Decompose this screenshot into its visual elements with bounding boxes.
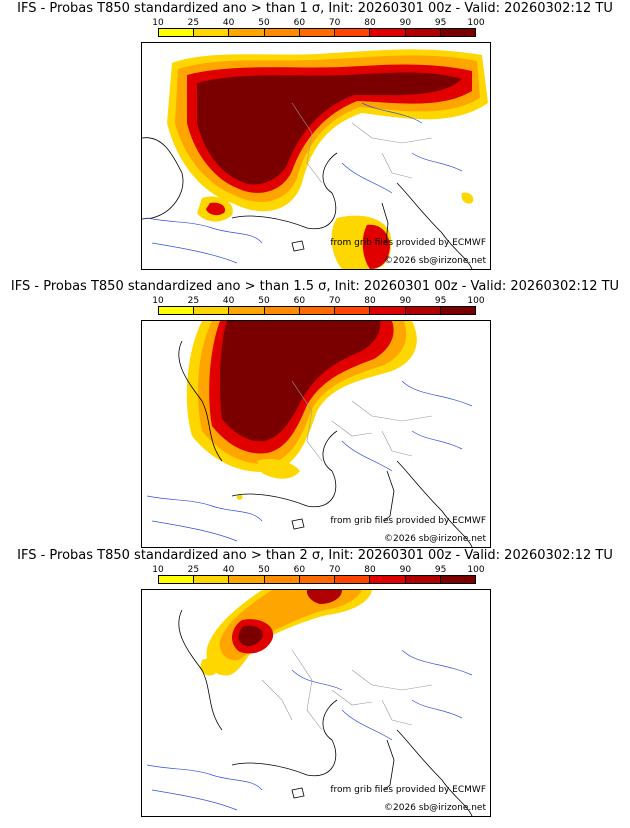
prob-fields	[167, 49, 488, 269]
map-3: from grib files provided by ECMWF ©2026 …	[141, 589, 491, 817]
colorbar-segment	[439, 576, 475, 583]
colorbar-tick-label: 90	[399, 296, 412, 306]
colorbar-tick-label: 50	[258, 296, 270, 306]
colorbar-tick-label: 90	[399, 18, 412, 28]
colorbar-tick-label: 100	[467, 296, 485, 306]
map-svg	[146, 321, 473, 547]
panel-title: IFS - Probas T850 standardized ano > tha…	[17, 1, 613, 16]
map-svg	[142, 49, 488, 269]
colorbar-segment	[298, 29, 335, 36]
colorbar-segment	[404, 576, 440, 583]
colorbar-segment	[298, 307, 335, 314]
colorbar-segment	[159, 29, 194, 36]
colorbar-segment	[159, 307, 194, 314]
coastlines	[142, 137, 473, 269]
colorbar-bar	[158, 28, 476, 37]
colorbar-segment	[334, 29, 370, 36]
colorbar-bar	[158, 575, 476, 584]
colorbar-segment	[263, 576, 299, 583]
colorbar-tick-label: 10	[152, 18, 164, 28]
colorbar: 10 25 40 50 60 70 80 90 95 100	[152, 18, 485, 40]
borders	[291, 102, 433, 184]
colorbar-tick-label: 40	[222, 565, 235, 575]
colorbar-tick-label: 60	[293, 296, 306, 306]
colorbar-tick-label: 60	[293, 18, 306, 28]
colorbar-segment	[193, 307, 229, 314]
panel-2: IFS - Probas T850 standardized ano > tha…	[0, 278, 630, 548]
colorbar-tick-label: 60	[293, 565, 306, 575]
colorbar-segment	[369, 29, 405, 36]
colorbar-tick-label: 40	[222, 18, 235, 28]
colorbar-tick-label: 80	[364, 565, 376, 575]
rivers	[146, 649, 473, 811]
colorbar-segment	[369, 576, 405, 583]
coastlines	[178, 609, 473, 816]
colorbar-segment	[439, 307, 475, 314]
rivers	[146, 102, 463, 264]
colorbar-tick-label: 100	[467, 18, 485, 28]
borders	[291, 380, 433, 462]
colorbar-tick-label: 50	[258, 565, 270, 575]
colorbar-segment	[404, 29, 440, 36]
colorbar-tick-label: 10	[152, 565, 164, 575]
colorbar-tick-label: 25	[187, 296, 200, 306]
colorbar-segment	[228, 29, 264, 36]
map-2: from grib files provided by ECMWF ©2026 …	[141, 320, 491, 548]
panel-title: IFS - Probas T850 standardized ano > tha…	[17, 548, 613, 563]
colorbar: 10 25 40 50 60 70 80 90 95 100	[152, 296, 485, 318]
rivers	[146, 380, 473, 542]
colorbar-tick-label: 40	[222, 296, 235, 306]
colorbar-tick-label: 100	[467, 565, 485, 575]
colorbar-segment	[369, 307, 405, 314]
colorbar-segment	[193, 29, 229, 36]
colorbar-segment	[193, 576, 229, 583]
colorbar-tick-label: 70	[328, 565, 341, 575]
colorbar-tick-label: 50	[258, 18, 270, 28]
source-credit: from grib files provided by ECMWF	[330, 785, 486, 795]
colorbar-tick-label: 90	[399, 565, 412, 575]
source-credit: from grib files provided by ECMWF	[330, 516, 486, 526]
colorbar-segment	[228, 307, 264, 314]
copyright-credit: ©2026 sb@irizone.net	[384, 534, 486, 544]
colorbar: 10 25 40 50 60 70 80 90 95 100	[152, 565, 485, 587]
source-credit: from grib files provided by ECMWF	[330, 238, 486, 248]
colorbar-tick-label: 25	[187, 18, 200, 28]
colorbar-segment	[439, 29, 475, 36]
coastlines	[178, 340, 473, 547]
colorbar-segment	[263, 307, 299, 314]
borders	[261, 649, 433, 731]
panel-title: IFS - Probas T850 standardized ano > tha…	[10, 279, 620, 294]
panel-1: IFS - Probas T850 standardized ano > tha…	[0, 0, 630, 270]
colorbar-segment	[263, 29, 299, 36]
colorbar-tick-label: 95	[434, 18, 447, 28]
map-1: from grib files provided by ECMWF ©2026 …	[141, 42, 491, 270]
colorbar-tick-label: 95	[434, 296, 447, 306]
map-svg	[146, 590, 473, 816]
prob-fields	[186, 321, 417, 500]
colorbar-tick-label: 70	[328, 18, 341, 28]
colorbar-segment	[298, 576, 335, 583]
colorbar-segment	[159, 576, 194, 583]
panel-3: IFS - Probas T850 standardized ano > tha…	[0, 547, 630, 817]
copyright-credit: ©2026 sb@irizone.net	[384, 803, 486, 813]
colorbar-segment	[228, 576, 264, 583]
colorbar-segment	[334, 576, 370, 583]
colorbar-tick-label: 70	[328, 296, 341, 306]
colorbar-segment	[404, 307, 440, 314]
colorbar-segment	[334, 307, 370, 314]
colorbar-tick-label: 80	[364, 18, 376, 28]
colorbar-tick-label: 10	[152, 296, 164, 306]
prob-fields	[200, 590, 372, 676]
colorbar-tick-label: 80	[364, 296, 376, 306]
colorbar-tick-label: 95	[434, 565, 447, 575]
colorbar-bar	[158, 306, 476, 315]
colorbar-tick-label: 25	[187, 565, 200, 575]
copyright-credit: ©2026 sb@irizone.net	[384, 256, 486, 266]
